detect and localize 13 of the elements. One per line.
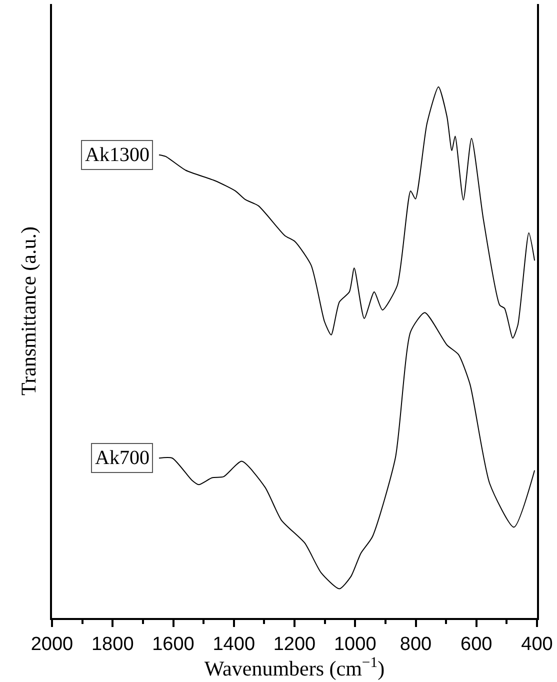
x-tick-label: 800 xyxy=(400,634,432,655)
x-axis-title: Wavenumbers (cm$^{−1}$) xyxy=(204,654,385,681)
x-tick-label: 400 xyxy=(521,634,553,655)
y-axis-title: Transmittance (a.u.) xyxy=(16,226,41,396)
series-label: Ak1300 xyxy=(85,144,150,166)
x-tick-label: 1200 xyxy=(273,634,316,655)
series-label: Ak700 xyxy=(95,447,150,469)
x-tick-label: 1600 xyxy=(152,634,194,655)
x-tick-label: 1000 xyxy=(334,634,376,655)
x-tick-label: 600 xyxy=(460,634,492,655)
x-tick-label: 2000 xyxy=(30,634,74,655)
x-tick-label: 1400 xyxy=(212,634,256,655)
x-tick-label: 1800 xyxy=(91,634,134,655)
